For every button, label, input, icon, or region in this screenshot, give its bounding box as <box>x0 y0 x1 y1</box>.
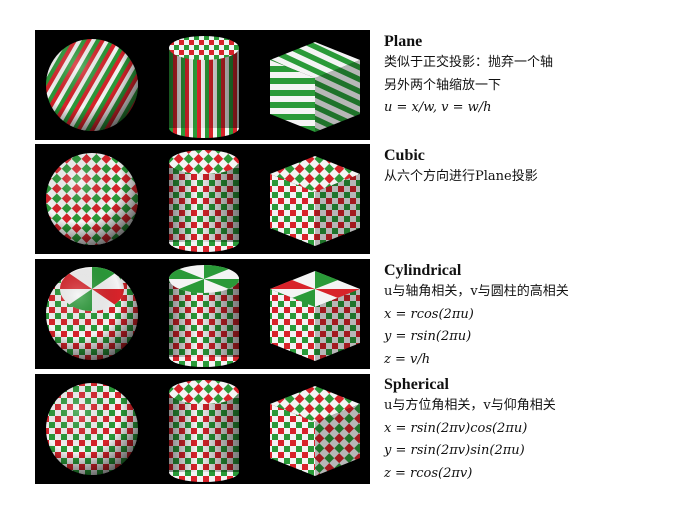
plane-description: Plane 类似于正交投影：抛弃一个轴 另外两个轴缩放一下 u = x/w, v… <box>384 32 684 120</box>
spherical-sphere-render <box>37 374 147 484</box>
cubic-cube-render <box>260 144 370 254</box>
plane-formula: u = x/w, v = w/h <box>384 100 492 115</box>
cylindrical-sphere-render <box>37 259 147 369</box>
spherical-formula-x: x = rsin(2πv)cos(2πu) <box>384 420 528 436</box>
spherical-projection-row <box>35 374 370 484</box>
plane-title: Plane <box>384 33 423 50</box>
plane-line-2: 另外两个轴缩放一下 <box>384 77 502 93</box>
cubic-title: Cubic <box>384 147 425 164</box>
cylindrical-cylinder-render <box>149 259 259 369</box>
spherical-formula-z: z = rcos(2πv) <box>384 465 473 481</box>
plane-sphere-render <box>37 30 147 140</box>
cubic-sphere-render <box>37 144 147 254</box>
cylindrical-formula-z: z = v/h <box>384 351 431 367</box>
cylindrical-description: Cylindrical u与轴角相关，v与圆柱的高相关 x = rcos(2πu… <box>384 261 684 371</box>
plane-cylinder-render <box>149 30 259 140</box>
spherical-title: Spherical <box>384 376 449 393</box>
cylindrical-projection-row <box>35 259 370 369</box>
cubic-description: Cubic 从六个方向进行Plane投影 <box>384 146 684 189</box>
cylindrical-title: Cylindrical <box>384 262 462 279</box>
plane-projection-row <box>35 30 370 140</box>
spherical-formula-y: y = rsin(2πv)sin(2πu) <box>384 443 525 458</box>
spherical-cube-render <box>260 374 370 484</box>
cubic-projection-row <box>35 144 370 254</box>
cubic-cylinder-render <box>149 144 259 254</box>
spherical-cylinder-render <box>149 374 259 484</box>
plane-line-1: 类似于正交投影：抛弃一个轴 <box>384 55 554 70</box>
spherical-line-1: u与方位角相关，v与仰角相关 <box>384 398 556 413</box>
cylindrical-formula-x: x = rcos(2πu) <box>384 306 474 322</box>
cylindrical-cube-render <box>260 259 370 369</box>
cylindrical-line-1: u与轴角相关，v与圆柱的高相关 <box>384 284 569 299</box>
plane-cube-render <box>260 30 370 140</box>
cubic-line-1: 从六个方向进行Plane投影 <box>384 169 538 184</box>
spherical-description: Spherical u与方位角相关，v与仰角相关 x = rsin(2πv)co… <box>384 375 684 485</box>
cylindrical-formula-y: y = rsin(2πu) <box>384 329 472 344</box>
